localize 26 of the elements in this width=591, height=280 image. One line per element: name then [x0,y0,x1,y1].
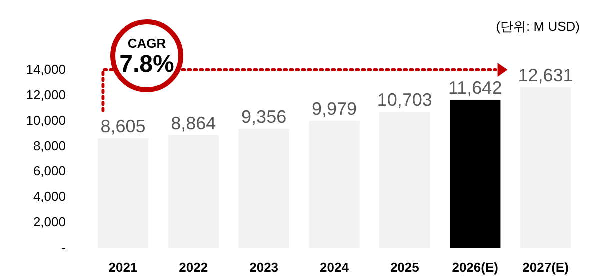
data-label: 10,703 [377,90,432,110]
x-tick-label: 2027(E) [522,260,569,275]
y-tick-label: 14,000 [26,62,66,77]
y-tick-label: 12,000 [26,87,66,102]
y-tick-label: - [62,240,66,255]
data-label: 11,642 [448,78,502,98]
data-label: 8,864 [171,113,216,134]
data-label: 9,979 [312,99,358,120]
bar [450,100,501,248]
y-tick-label: 8,000 [33,138,66,154]
x-tick-label: 2022 [179,260,208,275]
y-tick-label: 2,000 [33,214,66,230]
data-label: 9,356 [242,107,287,128]
x-tick-label: 2024 [320,260,350,275]
x-tick-label: 2025 [390,260,420,275]
x-tick-label: 2026(E) [452,260,498,275]
x-tick-label: 2021 [108,260,138,275]
y-tick-label: 4,000 [33,189,66,204]
data-label: 12,631 [518,65,574,86]
x-tick-label: 2023 [250,260,279,275]
y-tick-label: 10,000 [26,112,66,128]
data-label: 8,605 [100,116,146,137]
text: CAGR [128,36,167,51]
text: (단위: M USD) [496,19,580,34]
y-tick-label: 6,000 [33,164,66,179]
annotation: 7.8% [120,51,174,78]
